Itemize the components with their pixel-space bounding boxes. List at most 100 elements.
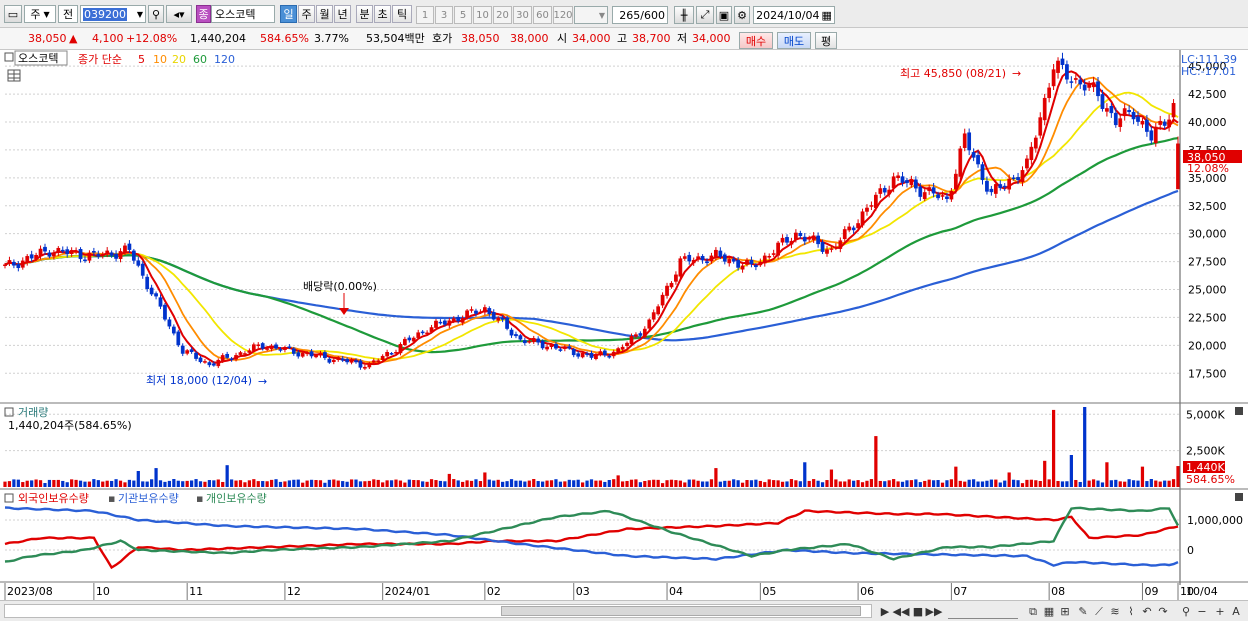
period-minute[interactable]: 분	[356, 5, 373, 23]
candle-body	[198, 357, 203, 363]
price-tick-label: 40,000	[1188, 116, 1227, 129]
candle-body	[260, 343, 265, 349]
volume-bar	[1051, 409, 1056, 487]
volume-box-icon[interactable]	[4, 407, 14, 417]
copy-icon[interactable]: ⧉	[1029, 604, 1037, 618]
close-icon[interactable]	[1235, 493, 1243, 501]
holding-box-icon[interactable]	[4, 493, 14, 503]
holding-tick-1: 1,000,000	[1187, 514, 1243, 527]
font-size-icon[interactable]: A	[1232, 605, 1240, 618]
period-week[interactable]: 주	[298, 5, 315, 23]
close-icon[interactable]	[1235, 407, 1243, 415]
buy-button[interactable]: 매수	[739, 32, 773, 49]
period-month[interactable]: 월	[316, 5, 333, 23]
scroll-right-icon[interactable]: ▶	[880, 605, 890, 618]
line-icon[interactable]: ⟋	[1095, 604, 1103, 618]
holding-line-0	[4, 509, 1179, 570]
draw-icon[interactable]: ✎	[1078, 605, 1088, 618]
line-tool-icon[interactable]: ⤢	[696, 6, 714, 24]
period-tick[interactable]: 틱	[392, 5, 412, 23]
stock-chart[interactable]: 17,500 20,000 22,500 25,000 27,500 30,000 32,5…	[0, 50, 1248, 600]
volume-tick-label: 5,000K	[1186, 408, 1225, 421]
candle-body	[1051, 69, 1056, 87]
zoom-out-icon[interactable]: −	[1197, 605, 1207, 618]
forward-icon[interactable]: ▶▶	[925, 605, 943, 618]
legend-name-box[interactable]	[14, 50, 68, 66]
volume-bar	[1056, 481, 1060, 487]
candle-body	[714, 249, 718, 257]
gear-icon[interactable]: ⚙	[734, 6, 750, 24]
legend-ma10[interactable]: 10	[153, 53, 167, 66]
custom-period-select[interactable]: ▼	[574, 6, 608, 24]
code-input[interactable]: 039200 ▼	[80, 5, 146, 23]
candle-body	[722, 254, 727, 262]
candle-body	[1025, 158, 1029, 169]
market-select[interactable]: 주 ▼	[24, 5, 56, 23]
holding-inst-label: 기관보유수량	[118, 492, 179, 505]
candle-body	[771, 253, 776, 255]
zoom-icon[interactable]: ⚲	[1181, 605, 1191, 618]
minute-3[interactable]: 3	[435, 6, 453, 24]
minute-120[interactable]: 120	[553, 6, 573, 24]
minute-1[interactable]: 1	[416, 6, 434, 24]
scroll-thumb[interactable]	[501, 606, 861, 616]
tile-icon[interactable]: ⊞	[1060, 605, 1070, 618]
rewind-icon[interactable]: ◀◀	[892, 605, 910, 618]
minute-10[interactable]: 10	[473, 6, 492, 24]
volume-bar	[1149, 479, 1153, 487]
volume-bar	[501, 481, 505, 487]
fib-icon[interactable]: ≋	[1110, 605, 1120, 618]
scroll-track[interactable]	[4, 604, 872, 618]
last-pct-label: 12.08%	[1187, 162, 1229, 175]
legend-ma60[interactable]: 60	[193, 53, 207, 66]
candle-body	[785, 237, 789, 243]
grid-icon[interactable]: ▦	[1043, 605, 1055, 618]
window-icon[interactable]: ▭	[4, 5, 22, 23]
legend-ma-label[interactable]: 종가 단순	[78, 53, 122, 66]
search-icon[interactable]: ⚲	[148, 5, 164, 23]
code-value: 039200	[83, 7, 127, 21]
stop-icon[interactable]: ■	[912, 605, 924, 618]
legend-ma5[interactable]: 5	[138, 53, 145, 66]
volume-bar	[638, 482, 642, 487]
legend-box-icon[interactable]	[4, 52, 14, 62]
speaker-icon[interactable]: ◂▾	[166, 5, 192, 23]
count-input[interactable]: 265/600	[612, 6, 668, 24]
period-day[interactable]: 일	[280, 5, 297, 23]
period-year[interactable]: 년	[334, 5, 351, 23]
sell-button[interactable]: 매도	[777, 32, 811, 49]
undo-icon[interactable]: ↶	[1142, 605, 1152, 618]
calendar-icon[interactable]: ▦	[821, 8, 832, 22]
save-icon[interactable]: ▣	[716, 6, 732, 24]
candle-body	[438, 321, 443, 324]
redo-icon[interactable]: ↷	[1158, 605, 1168, 618]
volume-bar	[780, 481, 785, 487]
legend-ma120[interactable]: 120	[214, 53, 235, 66]
eval-button[interactable]: 평	[815, 32, 837, 49]
ruler-icon[interactable]: ⌇	[1128, 605, 1134, 618]
candle-body	[940, 195, 945, 197]
volume-bar	[1140, 466, 1145, 487]
date-input[interactable]: 2024/10/04 ▦	[753, 6, 835, 24]
minute-60[interactable]: 60	[533, 6, 552, 24]
stock-name[interactable]: 오스코텍	[211, 5, 275, 23]
candle-tool-icon[interactable]: ╫	[674, 6, 694, 24]
prev-button[interactable]: 전	[58, 5, 78, 23]
candle-body	[274, 344, 278, 349]
volume-bar	[598, 480, 602, 487]
low-annotation: 최저 18,000 (12/04)	[146, 374, 252, 387]
minute-20[interactable]: 20	[493, 6, 512, 24]
legend-ma20[interactable]: 20	[172, 53, 186, 66]
minute-30[interactable]: 30	[513, 6, 532, 24]
candle-body	[913, 179, 918, 189]
volume-bar	[740, 482, 745, 487]
zoom-in-icon[interactable]: +	[1215, 605, 1225, 618]
minute-5[interactable]: 5	[454, 6, 472, 24]
zoom-slider[interactable]	[948, 604, 1018, 619]
candle-body	[1038, 117, 1043, 136]
candle-body	[60, 249, 65, 252]
volume-bar	[83, 481, 87, 487]
price-tick-label: 25,000	[1188, 284, 1227, 297]
chevron-down-icon: ▼	[43, 9, 50, 19]
period-second[interactable]: 초	[374, 5, 391, 23]
